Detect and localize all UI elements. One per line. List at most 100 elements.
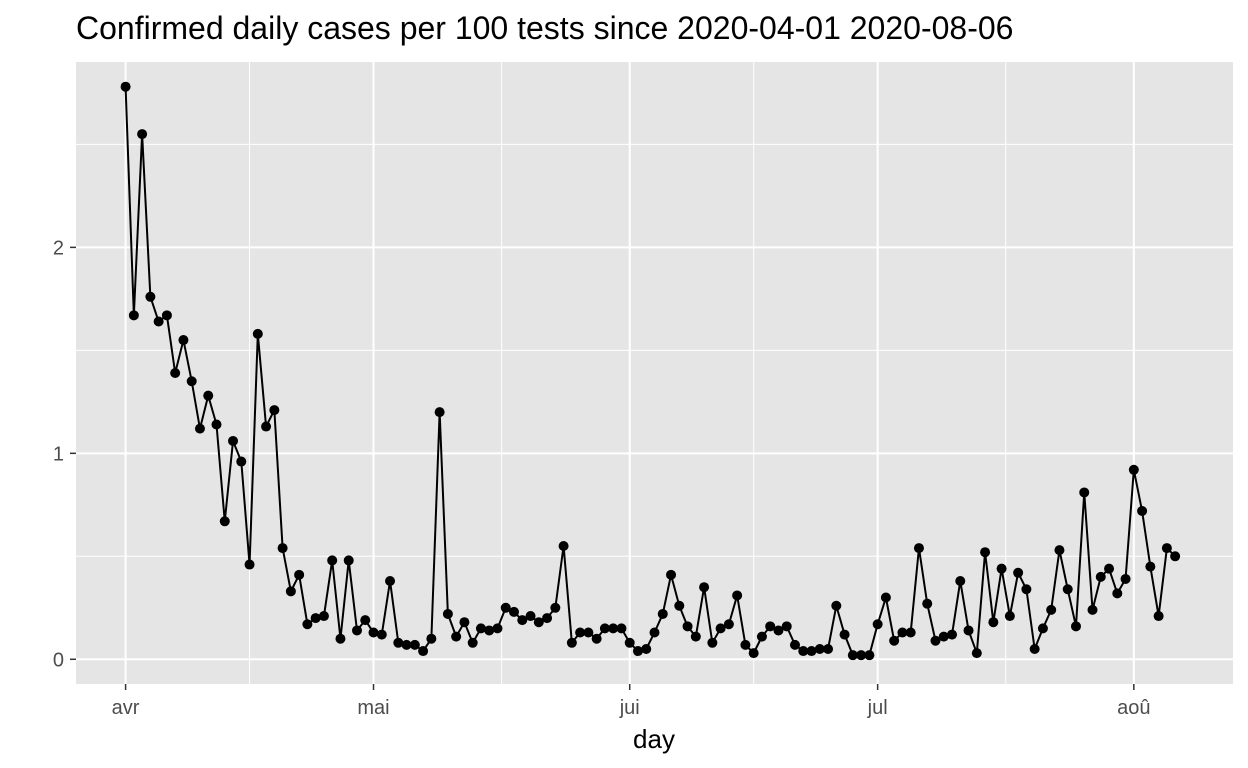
data-point: [814, 643, 825, 654]
plot-panel: [76, 62, 1233, 684]
data-point: [211, 419, 222, 430]
data-point: [145, 291, 156, 302]
data-point: [765, 621, 776, 632]
data-point: [996, 563, 1007, 574]
data-point: [897, 627, 908, 638]
data-point: [566, 637, 577, 648]
data-point: [285, 586, 296, 597]
data-point: [632, 646, 643, 657]
data-point: [542, 613, 553, 624]
data-point: [624, 637, 635, 648]
data-point: [1170, 551, 1181, 562]
data-point: [401, 639, 412, 650]
data-point: [781, 621, 792, 632]
data-point: [451, 631, 462, 642]
data-point: [1079, 487, 1090, 498]
y-axis: 0 1 2: [53, 237, 76, 671]
data-point: [310, 613, 321, 624]
data-point: [128, 310, 139, 321]
data-point: [1029, 643, 1040, 654]
data-point: [153, 316, 164, 327]
data-point: [1104, 563, 1115, 574]
data-point: [682, 621, 693, 632]
grid-major: [76, 62, 1233, 684]
data-point: [252, 328, 263, 339]
data-point: [236, 456, 247, 467]
data-point: [798, 646, 809, 657]
data-point: [715, 623, 726, 634]
data-point: [137, 129, 148, 140]
data-point: [864, 650, 875, 661]
data-point: [351, 625, 362, 636]
data-point: [1021, 584, 1032, 595]
data-point: [318, 611, 329, 622]
data-point: [302, 619, 313, 630]
data-point: [517, 615, 528, 626]
data-point: [1153, 611, 1164, 622]
data-point: [732, 590, 743, 601]
data-point: [203, 390, 214, 401]
data-point: [1120, 573, 1131, 584]
data-point: [922, 598, 933, 609]
data-point: [500, 602, 511, 613]
data-point: [963, 625, 974, 636]
x-tick-label: jui: [619, 697, 640, 719]
data-point: [1070, 621, 1081, 632]
data-point: [228, 435, 239, 446]
x-tick-label: mai: [357, 697, 389, 719]
data-point: [889, 635, 900, 646]
x-tick-label: aoû: [1117, 697, 1150, 719]
data-point: [599, 623, 610, 634]
data-point: [591, 633, 602, 644]
data-point: [385, 576, 396, 587]
data-point: [376, 629, 387, 640]
data-point: [575, 627, 586, 638]
data-point: [856, 650, 867, 661]
x-tick-label: avr: [112, 697, 140, 719]
data-point: [442, 608, 453, 619]
data-point: [1095, 571, 1106, 582]
data-point: [244, 559, 255, 570]
data-point: [723, 619, 734, 630]
data-point: [294, 569, 305, 580]
data-point: [1112, 588, 1123, 599]
data-point: [1145, 561, 1156, 572]
data-point: [186, 376, 197, 387]
data-point: [872, 619, 883, 630]
data-point: [1046, 604, 1057, 615]
data-point: [269, 405, 280, 416]
data-point: [418, 646, 429, 657]
x-tick-label: jul: [867, 697, 888, 719]
data-point: [343, 555, 354, 566]
x-axis-title: day: [633, 724, 675, 754]
data-point: [913, 543, 924, 554]
data-point: [1128, 464, 1139, 475]
data-point: [1013, 567, 1024, 578]
data-point: [980, 547, 991, 558]
data-point: [657, 608, 668, 619]
data-point: [649, 627, 660, 638]
chart-title: Confirmed daily cases per 100 tests sinc…: [76, 10, 1013, 46]
data-point: [368, 627, 379, 638]
data-point: [880, 592, 891, 603]
data-point: [1037, 623, 1048, 634]
data-point: [426, 633, 437, 644]
data-point: [690, 631, 701, 642]
data-point: [823, 643, 834, 654]
data-point: [616, 623, 627, 634]
data-point: [533, 617, 544, 628]
data-point: [707, 637, 718, 648]
data-point: [748, 648, 759, 659]
data-point: [525, 611, 536, 622]
data-point: [1137, 505, 1148, 516]
data-point: [773, 625, 784, 636]
data-point: [674, 600, 685, 611]
data-point: [492, 623, 503, 634]
data-point: [831, 600, 842, 611]
data-point: [699, 582, 710, 593]
data-point: [219, 516, 230, 527]
data-point: [806, 646, 817, 657]
y-tick-label: 2: [53, 237, 64, 259]
data-point: [327, 555, 338, 566]
